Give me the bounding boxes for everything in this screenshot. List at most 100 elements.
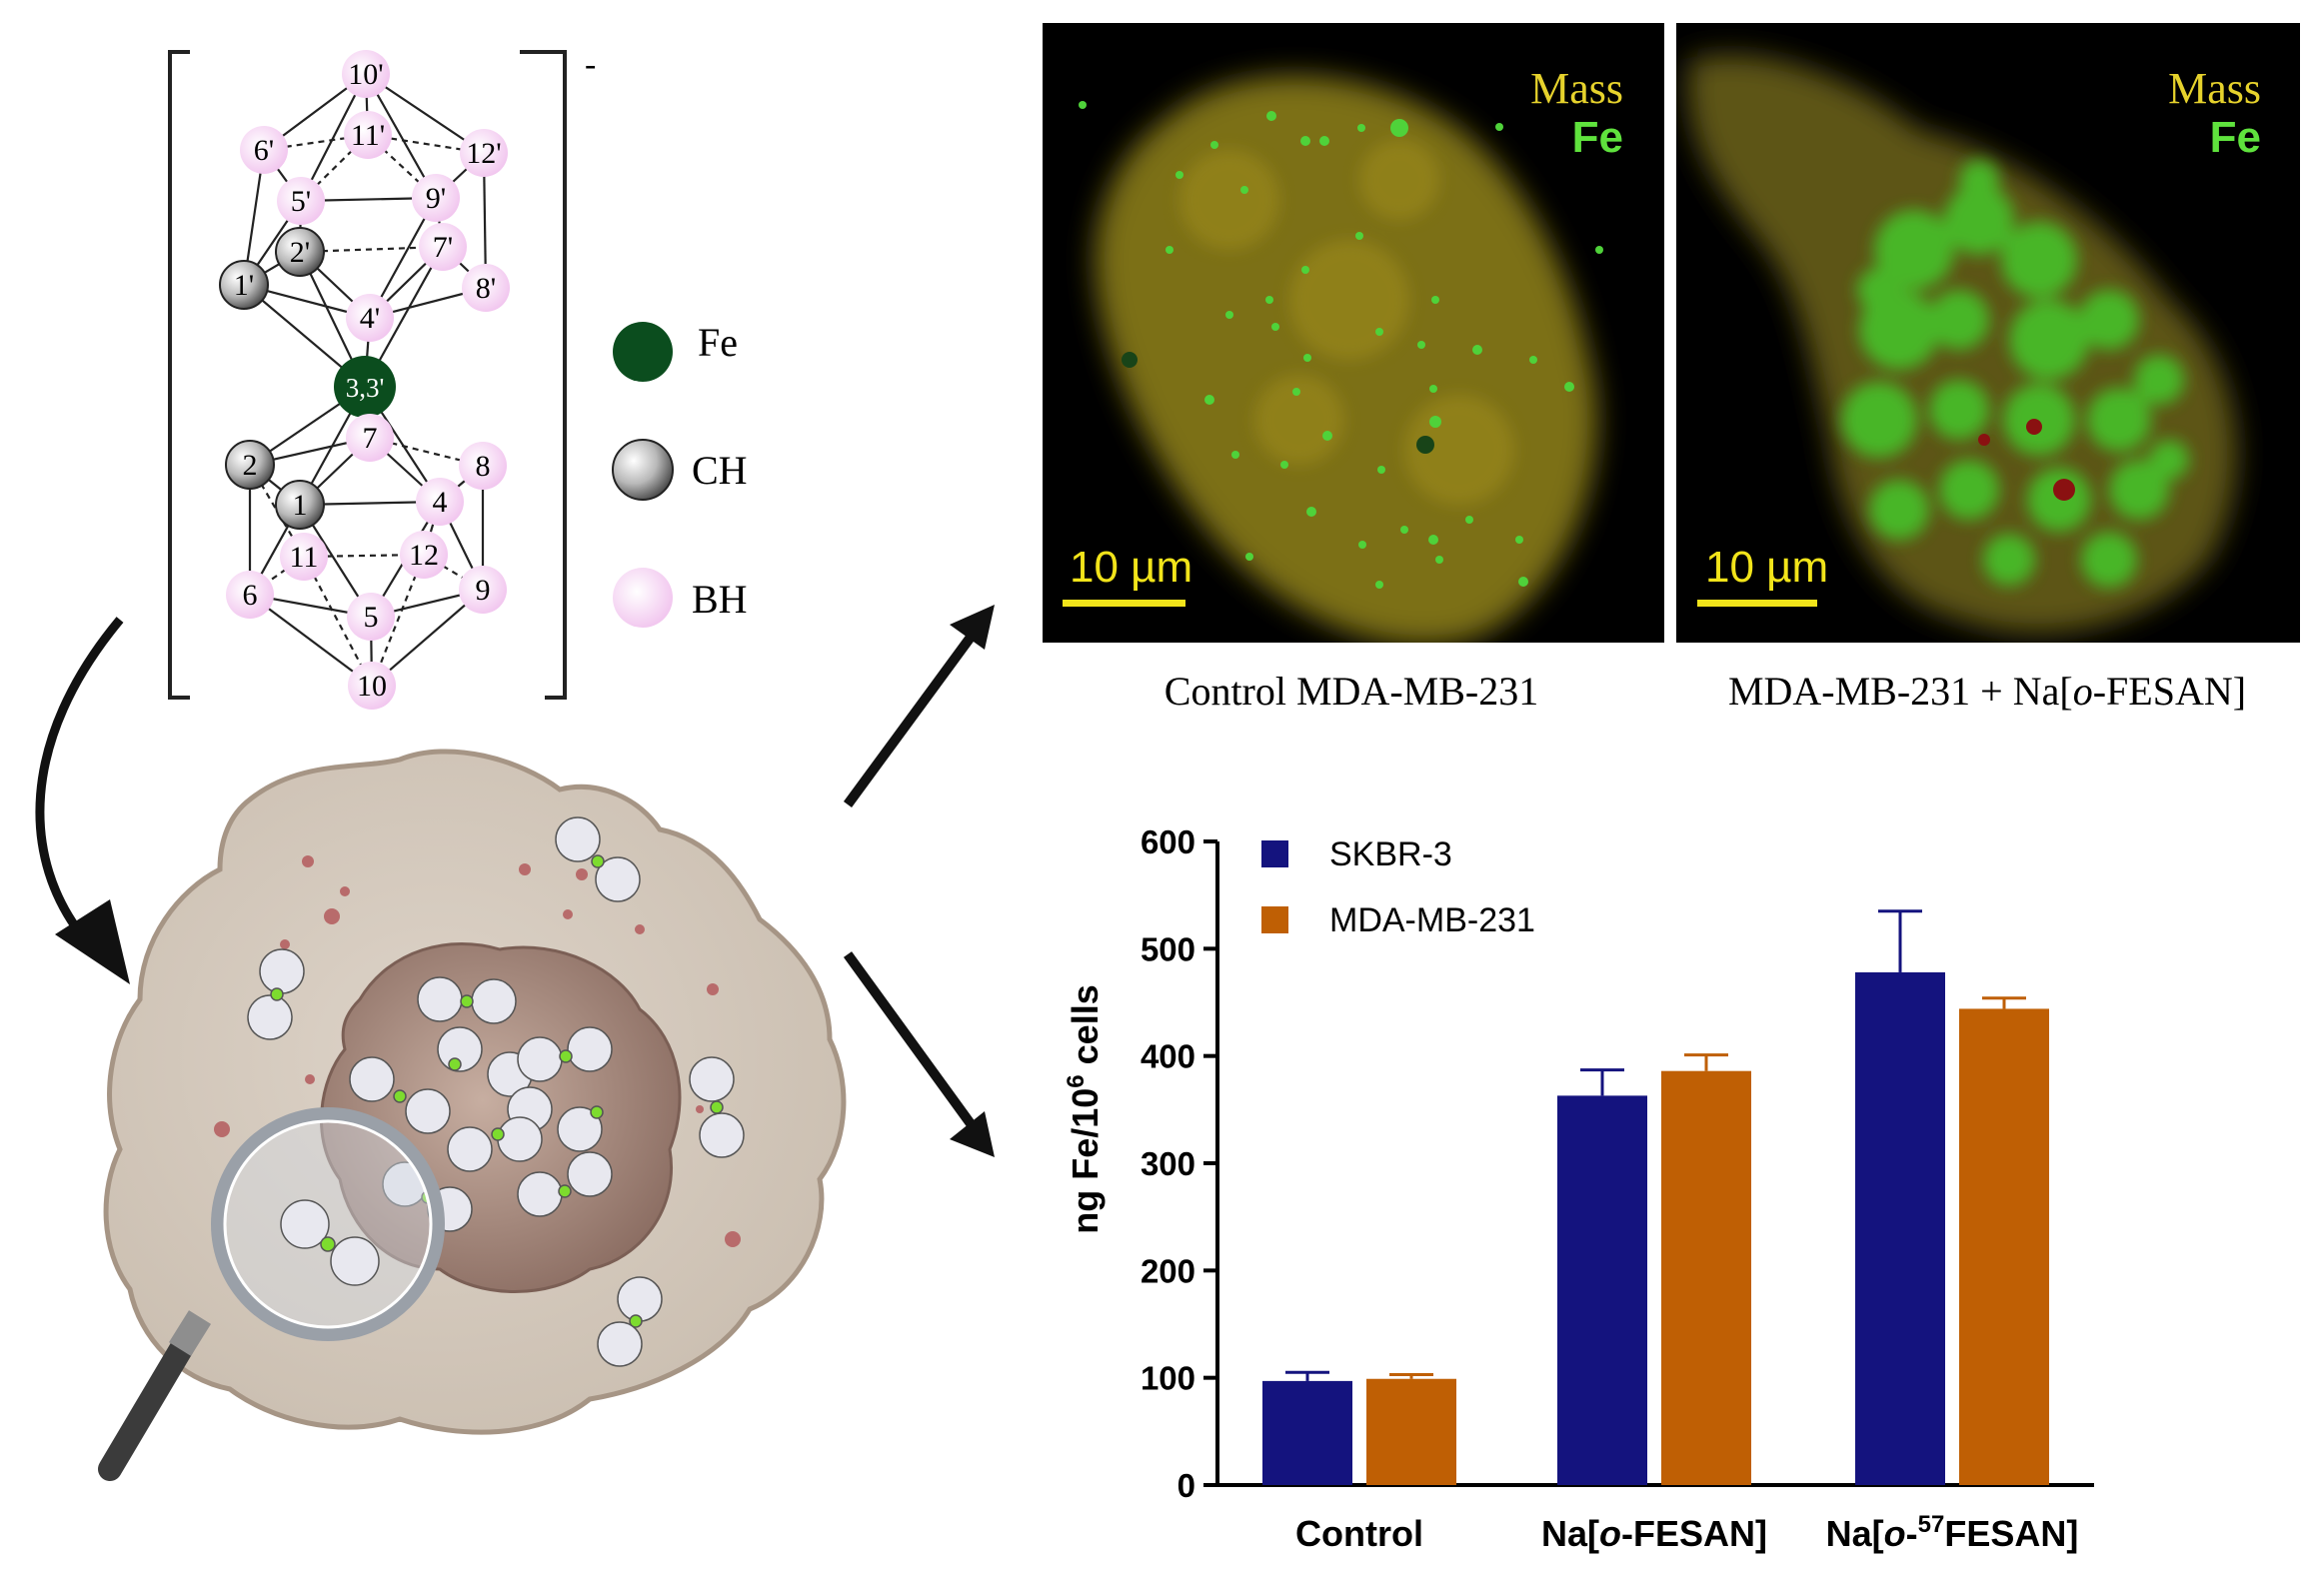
bar-mda-mb-231	[1661, 1070, 1751, 1485]
atom-2: 2	[225, 440, 275, 490]
atom-4: 4	[416, 478, 464, 526]
svg-text:1: 1	[293, 489, 308, 522]
y-tick-label: 500	[1141, 930, 1195, 967]
svg-text:7: 7	[363, 422, 378, 455]
svg-text:6': 6'	[254, 134, 274, 167]
channel-label-mass: Mass	[1530, 64, 1623, 113]
atom-fe: 3,3'	[334, 356, 396, 418]
svg-text:1': 1'	[234, 269, 254, 302]
atom-12p: 12'	[460, 129, 508, 177]
atom-10: 10	[348, 662, 396, 710]
atom-2p: 2'	[275, 227, 325, 277]
atom-9: 9	[459, 566, 507, 614]
x-tick-label: Na[o-57FESAN]	[1826, 1511, 2079, 1554]
atom-1p: 1'	[219, 260, 269, 310]
y-tick-label: 300	[1141, 1145, 1195, 1182]
svg-text:CH: CH	[692, 448, 748, 493]
svg-text:12': 12'	[466, 137, 501, 170]
legend-label: MDA-MB-231	[1329, 901, 1535, 939]
legend-ch: CH	[612, 439, 748, 501]
magnifying-glass-icon	[98, 1107, 445, 1481]
molecule-cluster	[555, 816, 641, 902]
bar-mda-mb-231	[1959, 1008, 2049, 1485]
hotspot	[2053, 479, 2075, 501]
svg-text:9: 9	[476, 574, 491, 607]
bar-skbr-3	[1262, 1380, 1352, 1485]
legend-fe: Fe	[613, 320, 738, 382]
y-tick-label: 600	[1141, 823, 1195, 860]
svg-text:5': 5'	[291, 185, 311, 218]
x-tick-label: Control	[1295, 1513, 1423, 1554]
arrow-to-chart	[843, 951, 995, 1157]
chart-bars	[1262, 909, 2049, 1485]
micrograph-treated: Mass Fe 10 µm MDA-MB-231 + Na[o-FESAN]	[1676, 23, 2300, 714]
channel-label-fe: Fe	[1572, 113, 1623, 162]
svg-text:3,3': 3,3'	[346, 373, 385, 403]
fe-spots	[1079, 101, 1603, 589]
molecule-cluster	[597, 1276, 663, 1367]
atom-11p: 11'	[344, 111, 392, 159]
molecule-cluster	[689, 1056, 745, 1158]
y-tick-label: 100	[1141, 1360, 1195, 1397]
y-tick-label: 400	[1141, 1038, 1195, 1075]
left-bracket	[168, 50, 190, 700]
x-tick-label: Na[o-FESAN]	[1541, 1513, 1767, 1554]
micrograph-caption: Control MDA-MB-231	[1164, 669, 1538, 714]
y-axis-label: ng Fe/106 cells	[1063, 984, 1106, 1233]
svg-text:12: 12	[409, 539, 439, 572]
hotspot	[2026, 419, 2042, 435]
scale-bar	[1063, 600, 1185, 607]
molecule-cluster	[517, 1151, 613, 1217]
bar-mda-mb-231	[1366, 1378, 1456, 1485]
legend-swatch	[1261, 840, 1288, 867]
bar-chart: 0 100 200 300 400 500 600 Control Na[o-FESAN] Na[…	[1063, 823, 2094, 1554]
fe-signal	[1841, 160, 2189, 588]
svg-text:10: 10	[357, 670, 387, 703]
atom-7: 7	[346, 414, 394, 462]
atom-11: 11	[280, 533, 328, 581]
channel-label-mass: Mass	[2168, 64, 2261, 113]
molecule-cluster	[417, 976, 517, 1024]
atom-5: 5	[347, 593, 395, 641]
hotspot	[1978, 434, 1990, 446]
bar-skbr-3	[1557, 1095, 1647, 1485]
charge-label: -	[585, 46, 596, 83]
svg-text:Fe: Fe	[698, 320, 738, 365]
right-bracket	[520, 50, 567, 700]
micrograph-caption: MDA-MB-231 + Na[o-FESAN]	[1728, 669, 2246, 714]
atom-8: 8	[459, 442, 507, 490]
y-tick-label: 200	[1141, 1252, 1195, 1289]
bottom-cage-atoms: 7 2 8 1 4 11 12 6 9 5 10	[225, 414, 507, 710]
chart-legend: SKBR-3 MDA-MB-231	[1261, 835, 1535, 939]
top-cage-atoms: 10' 11' 6' 12' 5' 9' 2' 7' 1' 8' 4'	[219, 50, 510, 342]
curved-arrow	[35, 617, 130, 984]
chart-axes: 0 100 200 300 400 500 600 Control Na[o-FESAN] Na[…	[1141, 823, 2094, 1554]
arrow-to-micrographs	[843, 605, 995, 807]
micrograph-control: Mass Fe 10 µm Control MDA-MB-231	[1043, 23, 1664, 714]
atom-legend: Fe CH BH	[612, 320, 748, 628]
legend-label: SKBR-3	[1329, 835, 1452, 873]
atom-1: 1	[275, 480, 325, 530]
y-tick-label: 0	[1177, 1467, 1195, 1504]
svg-text:5: 5	[364, 601, 379, 634]
legend-swatch	[1261, 906, 1288, 933]
cell-illustration	[98, 749, 847, 1481]
atom-7p: 7'	[419, 223, 467, 271]
legend-bh: BH	[613, 568, 748, 628]
svg-text:2: 2	[243, 449, 258, 482]
svg-text:7': 7'	[433, 231, 453, 264]
atom-9p: 9'	[412, 174, 460, 222]
svg-text:6: 6	[243, 579, 258, 612]
molecule-structure: -	[168, 46, 596, 710]
svg-text:11: 11	[290, 541, 319, 574]
svg-text:8': 8'	[476, 272, 496, 305]
atom-5p: 5'	[277, 177, 325, 225]
svg-text:8: 8	[476, 450, 491, 483]
scale-bar-label: 10 µm	[1705, 543, 1828, 592]
molecule-cluster	[517, 1026, 613, 1082]
channel-label-fe: Fe	[2210, 113, 2261, 162]
svg-text:4: 4	[433, 486, 448, 519]
molecule-cluster	[447, 1116, 543, 1172]
svg-text:10': 10'	[348, 58, 383, 91]
atom-6: 6	[226, 571, 274, 619]
